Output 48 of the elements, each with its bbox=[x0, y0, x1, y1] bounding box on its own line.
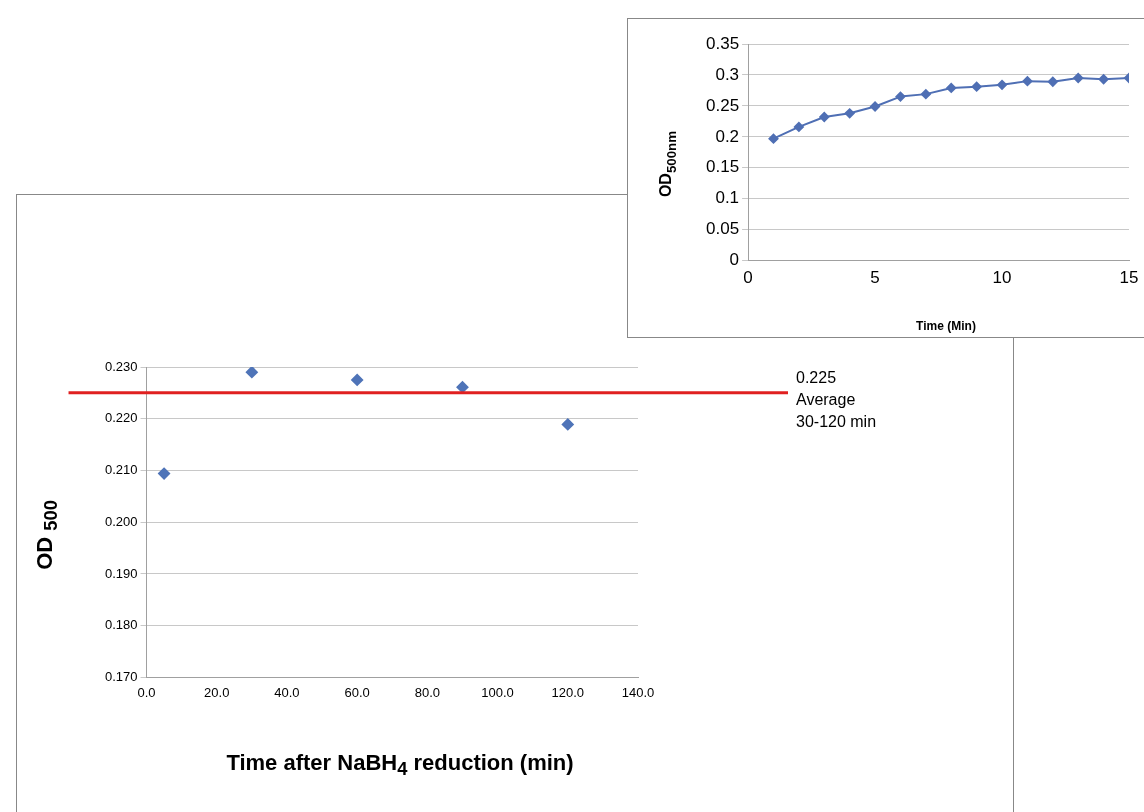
y-tick-label: 0.210 bbox=[104, 462, 138, 478]
point bbox=[920, 89, 931, 100]
point bbox=[158, 467, 171, 480]
x-tick-label: 15 bbox=[1119, 268, 1139, 288]
point bbox=[1022, 76, 1033, 87]
point bbox=[1098, 74, 1109, 85]
point bbox=[561, 418, 574, 431]
point bbox=[895, 91, 906, 102]
point bbox=[997, 79, 1008, 90]
x-tick-label: 40.0 bbox=[274, 684, 300, 700]
y-tick-label: 0.230 bbox=[104, 358, 138, 374]
y-tick-label: 0.190 bbox=[104, 565, 138, 581]
y-tick-label: 0.3 bbox=[715, 64, 740, 84]
x-tick-label: 10 bbox=[992, 268, 1012, 288]
y-tick-label: 0.35 bbox=[705, 33, 740, 53]
x-tick-label: 20.0 bbox=[204, 684, 230, 700]
ref-line-label: 0.225 Average 30-120 min bbox=[796, 369, 877, 431]
y-tick-label: 0.1 bbox=[715, 188, 740, 208]
y-tick-label: 0.25 bbox=[705, 95, 740, 115]
x-axis-title: Time after NaBH$_{4}$ reduction (min) bbox=[225, 750, 575, 781]
point bbox=[819, 112, 830, 123]
x-tick-label: 60.0 bbox=[344, 684, 370, 700]
y-tick-label: 0.2 bbox=[715, 126, 740, 146]
point bbox=[1073, 73, 1084, 84]
point bbox=[844, 108, 855, 119]
x-axis-title: Time (Min) bbox=[915, 319, 977, 333]
point bbox=[793, 121, 804, 132]
y-tick-label: 0.170 bbox=[104, 668, 138, 684]
y-tick-label: 0.180 bbox=[104, 617, 138, 633]
y-tick-label: 0.220 bbox=[104, 410, 138, 426]
x-tick-label: 100.0 bbox=[481, 684, 514, 700]
x-tick-label: 120.0 bbox=[551, 684, 585, 700]
point bbox=[245, 367, 258, 379]
x-tick-label: 140.0 bbox=[621, 684, 655, 700]
x-tick-label: 5 bbox=[870, 268, 880, 288]
y-tick-label: 0 bbox=[729, 250, 740, 270]
point bbox=[1047, 76, 1058, 87]
point bbox=[971, 81, 982, 92]
y-tick-label: 0.05 bbox=[705, 219, 740, 239]
x-tick-label: 80.0 bbox=[414, 684, 441, 700]
point bbox=[351, 373, 364, 386]
point bbox=[768, 133, 779, 144]
y-tick-label: 0.200 bbox=[104, 513, 138, 529]
x-tick-label: 0.0 bbox=[137, 684, 156, 700]
point bbox=[870, 101, 881, 112]
point bbox=[946, 82, 957, 93]
y-tick-label: 0.15 bbox=[705, 157, 740, 177]
x-tick-label: 0 bbox=[743, 268, 753, 288]
